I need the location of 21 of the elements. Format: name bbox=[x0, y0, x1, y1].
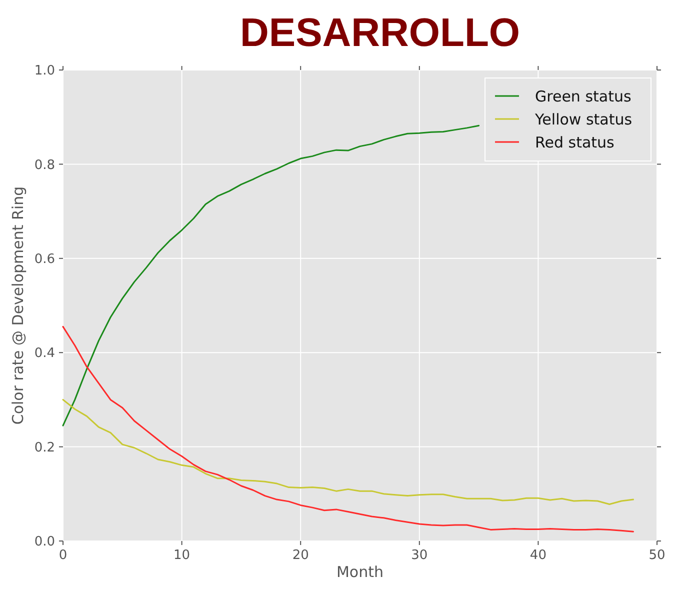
y-tick-label: 0.2 bbox=[34, 440, 55, 456]
y-tick-label: 0.8 bbox=[34, 158, 55, 173]
chart-title: DESARROLLO bbox=[240, 11, 520, 55]
x-axis-title: Month bbox=[336, 563, 384, 581]
y-tick-label: 0.6 bbox=[34, 252, 55, 267]
legend-label: Green status bbox=[535, 87, 632, 106]
legend-label: Red status bbox=[535, 133, 615, 152]
x-tick-label: 20 bbox=[292, 548, 309, 563]
line-series bbox=[62, 124, 480, 426]
line-series bbox=[62, 326, 634, 532]
x-tick-label: 50 bbox=[648, 548, 666, 563]
y-tick-label: 1.0 bbox=[34, 64, 55, 79]
line-series bbox=[62, 398, 634, 506]
y-tick-label: 0.0 bbox=[34, 534, 55, 550]
y-tick-label: 0.4 bbox=[34, 346, 55, 362]
x-tick-label: 10 bbox=[174, 548, 190, 563]
y-axis-title: Color rate @ Development Ring bbox=[9, 186, 27, 425]
x-tick-label: 30 bbox=[411, 548, 428, 563]
legend-label: Yellow status bbox=[534, 110, 632, 128]
x-tick-label: 0 bbox=[58, 548, 68, 563]
x-tick-label: 40 bbox=[530, 548, 546, 563]
